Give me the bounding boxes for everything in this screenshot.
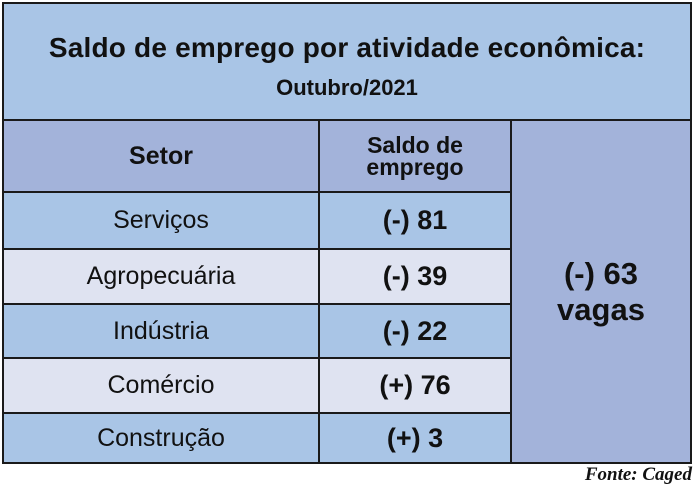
header-balance-line1: Saldo de — [367, 132, 463, 158]
table-row-balance: (-) 22 — [320, 305, 510, 357]
table-row-sector: Construção — [4, 414, 318, 462]
employment-balance-infographic: Saldo de emprego por atividade econômica… — [2, 2, 692, 464]
grid-divider — [510, 121, 512, 462]
table-row-balance: (+) 76 — [320, 359, 510, 412]
grid-divider — [4, 412, 512, 414]
header-sector-label: Setor — [129, 141, 193, 170]
infographic-title: Saldo de emprego por atividade econômica… — [48, 32, 646, 63]
grid-divider — [318, 121, 320, 462]
table-row-sector: Serviços — [4, 193, 318, 248]
total-balance-cell: (-) 63 vagas — [512, 121, 690, 462]
table-row-balance: (+) 3 — [320, 414, 510, 462]
total-balance-unit: vagas — [557, 291, 645, 327]
table-row-sector: Comércio — [4, 359, 318, 412]
grid-divider — [4, 248, 512, 250]
header-balance: Saldo de emprego — [320, 121, 510, 191]
grid-divider — [4, 357, 512, 359]
table-row-balance: (-) 81 — [320, 193, 510, 248]
grid-divider — [4, 303, 512, 305]
infographic-subtitle: Outubro/2021 — [276, 75, 418, 100]
table-row-sector: Indústria — [4, 305, 318, 357]
source-credit: Fonte: Caged — [584, 464, 692, 485]
table-row-sector: Agropecuária — [4, 250, 318, 303]
table-row-balance: (-) 39 — [320, 250, 510, 303]
title-block: Saldo de emprego por atividade econômica… — [4, 4, 690, 121]
header-sector: Setor — [4, 121, 318, 191]
header-balance-line2: emprego — [366, 154, 464, 180]
grid-divider — [4, 191, 512, 193]
total-balance-value: (-) 63 — [563, 255, 639, 291]
